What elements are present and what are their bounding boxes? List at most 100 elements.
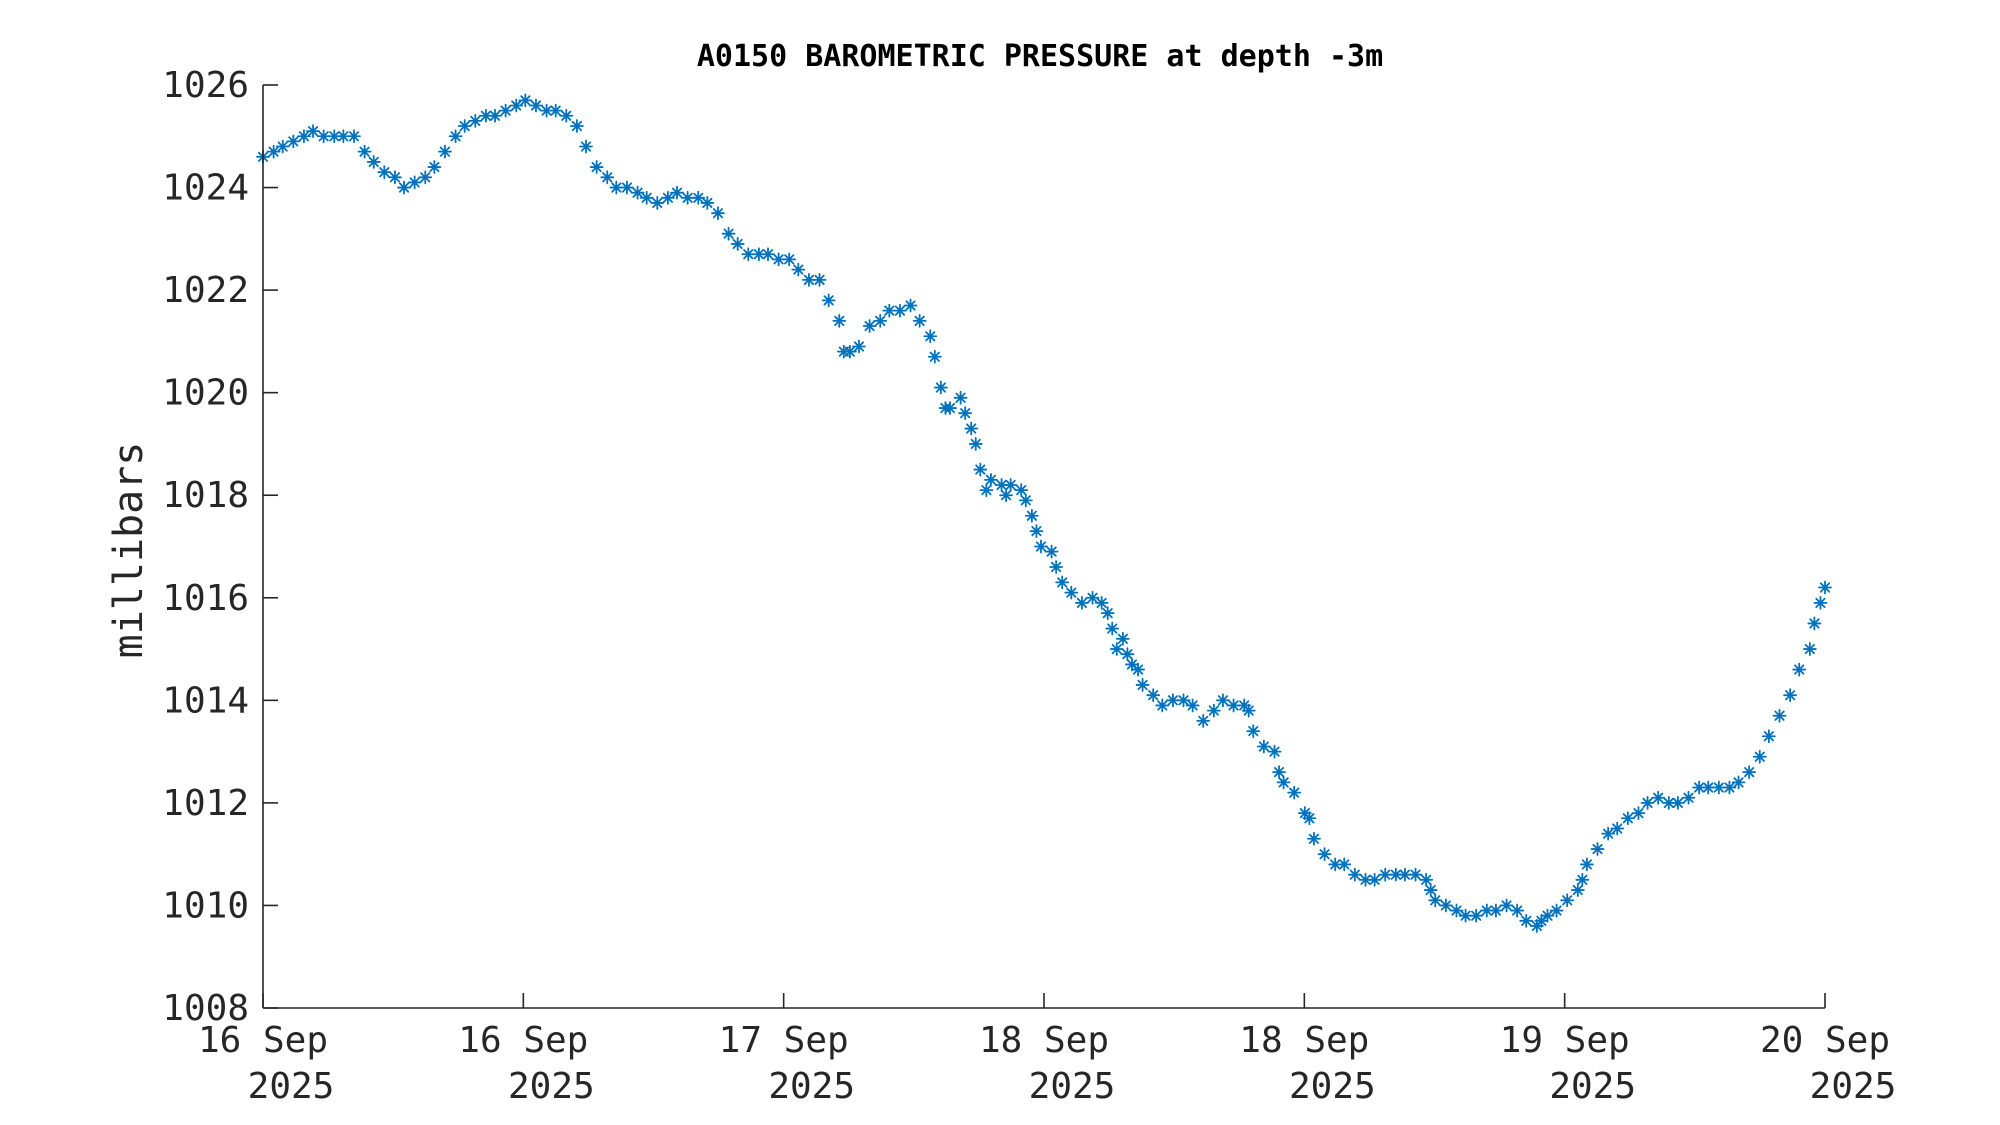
data-point	[1014, 483, 1029, 497]
data-point	[1783, 688, 1798, 703]
data-point	[1307, 831, 1321, 846]
data-point	[1018, 493, 1033, 508]
x-tick-label: 20 Sep	[1760, 1020, 1890, 1061]
data-point	[427, 160, 442, 174]
data-point	[1570, 883, 1585, 897]
data-point	[1438, 898, 1453, 913]
data-point	[275, 139, 290, 154]
data-point	[791, 262, 806, 277]
data-point	[1560, 893, 1575, 908]
data-point	[1423, 883, 1438, 897]
data-point	[1109, 642, 1124, 656]
x-tick-label: 18 Sep	[979, 1020, 1109, 1061]
data-point	[1196, 713, 1211, 728]
data-point	[306, 124, 320, 139]
data-point	[397, 180, 411, 195]
data-point	[1408, 867, 1423, 882]
data-point	[1818, 580, 1832, 595]
data-point	[1246, 724, 1261, 738]
data-point	[1681, 790, 1696, 805]
data-point	[1115, 631, 1130, 646]
data-point	[893, 303, 907, 318]
data-point	[1499, 898, 1514, 913]
data-point	[1428, 893, 1443, 908]
data-point	[518, 93, 533, 108]
data-point	[903, 298, 918, 313]
data-point	[1458, 908, 1473, 923]
data-point	[984, 472, 998, 487]
data-point	[377, 165, 392, 180]
x-tick-year-label: 2025	[1810, 1066, 1897, 1107]
data-point	[1317, 847, 1332, 862]
x-tick-year-label: 2025	[1549, 1066, 1636, 1107]
data-point	[1347, 867, 1362, 882]
x-tick-year-label: 2025	[508, 1066, 595, 1107]
y-tick-label: 1018	[162, 475, 249, 516]
data-point	[821, 293, 836, 308]
data-point	[968, 437, 983, 451]
data-point	[1489, 903, 1503, 918]
data-point	[1146, 688, 1161, 703]
y-tick-label: 1014	[162, 680, 249, 721]
data-point	[438, 144, 452, 159]
data-point	[1120, 647, 1135, 662]
data-point	[1044, 544, 1059, 559]
x-tick-year-label: 2025	[1289, 1066, 1376, 1107]
data-point	[1661, 795, 1676, 810]
data-point	[1631, 806, 1646, 821]
data-point	[691, 190, 706, 205]
data-point	[468, 113, 483, 128]
x-tick-year-label: 2025	[768, 1066, 855, 1107]
data-point	[589, 160, 604, 174]
data-point	[388, 170, 402, 185]
data-point	[1367, 872, 1382, 887]
data-point	[730, 237, 745, 251]
data-point	[1131, 662, 1145, 677]
data-point	[266, 144, 281, 159]
data-point	[630, 185, 645, 200]
data-point	[923, 329, 938, 344]
y-tick-label: 1016	[162, 578, 249, 619]
data-point	[559, 108, 574, 123]
data-point	[1419, 872, 1434, 887]
data-point	[1640, 795, 1655, 810]
data-point	[1155, 698, 1170, 713]
data-point	[912, 313, 927, 328]
data-point	[366, 155, 381, 169]
data-point	[862, 319, 877, 333]
data-point	[1807, 616, 1822, 631]
x-tick-label: 18 Sep	[1239, 1020, 1369, 1061]
data-point	[1701, 780, 1716, 795]
data-point	[620, 180, 634, 195]
data-point	[958, 406, 973, 421]
data-point	[1752, 749, 1767, 764]
data-point	[1792, 662, 1807, 677]
data-point	[1722, 780, 1737, 795]
data-point	[1276, 775, 1291, 790]
data-point	[670, 185, 684, 200]
data-point	[832, 313, 847, 328]
data-point	[1302, 811, 1317, 826]
data-point	[347, 129, 361, 144]
data-point	[1510, 903, 1525, 918]
data-point	[600, 170, 615, 185]
data-point	[1802, 642, 1817, 656]
data-point	[407, 175, 422, 190]
y-tick-label: 1024	[162, 168, 249, 209]
data-point	[1034, 539, 1048, 554]
data-point	[711, 206, 725, 221]
data-point	[529, 98, 543, 113]
data-point	[1519, 913, 1534, 928]
data-point	[1267, 744, 1282, 759]
data-point	[1075, 596, 1089, 610]
data-point	[1549, 903, 1564, 918]
data-point	[1742, 765, 1757, 780]
data-point	[1029, 524, 1044, 539]
x-tick-label: 16 Sep	[458, 1020, 588, 1061]
x-tick-label: 19 Sep	[1500, 1020, 1630, 1061]
data-point	[1185, 698, 1200, 713]
y-tick-label: 1008	[162, 988, 249, 1029]
data-point	[852, 339, 866, 354]
y-axis-label: millibars	[106, 442, 152, 659]
data-point	[1731, 775, 1746, 790]
